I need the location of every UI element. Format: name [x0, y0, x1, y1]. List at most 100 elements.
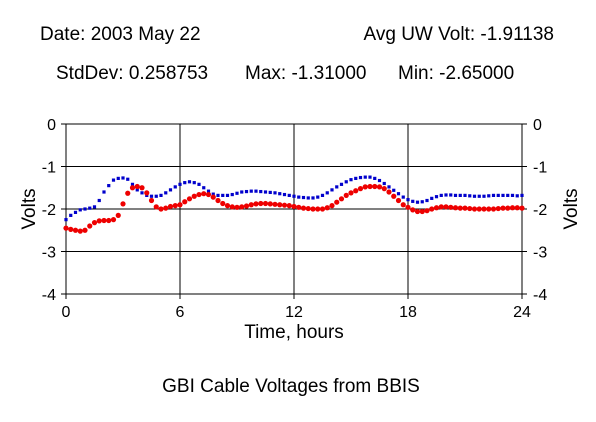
data-point-blue — [349, 178, 353, 182]
data-point-red — [148, 197, 155, 204]
data-point-blue — [520, 193, 524, 197]
data-point-blue — [135, 188, 139, 192]
data-point-red — [96, 218, 102, 224]
y-tick-label-left: -3 — [42, 245, 56, 262]
data-point-red — [120, 201, 126, 207]
data-point-red — [319, 206, 326, 212]
data-point-red — [305, 205, 311, 212]
data-point-red — [129, 185, 136, 191]
data-point-blue — [216, 193, 220, 197]
data-point-blue — [316, 195, 320, 199]
data-point-blue — [491, 193, 496, 197]
data-point-blue — [164, 191, 168, 195]
data-point-red — [386, 189, 392, 195]
data-point-red — [87, 223, 93, 229]
series-red — [63, 183, 525, 234]
data-point-blue — [363, 175, 367, 179]
data-point-blue — [301, 195, 306, 200]
data-point-red — [391, 193, 397, 199]
data-point-blue — [78, 208, 82, 212]
data-point-blue — [420, 200, 424, 204]
data-point-blue — [453, 193, 458, 197]
data-point-blue — [116, 176, 120, 180]
data-point-blue — [434, 195, 439, 199]
data-point-red — [481, 206, 487, 212]
data-point-blue — [173, 185, 177, 189]
data-point-blue — [311, 196, 315, 200]
data-point-blue — [444, 193, 448, 197]
x-tick-label: 24 — [513, 304, 531, 321]
data-point-blue — [506, 193, 510, 197]
data-point-blue — [377, 178, 382, 183]
data-point-blue — [411, 199, 415, 203]
data-point-blue — [415, 200, 420, 204]
data-point-red — [281, 202, 288, 208]
y-tick-label-left: -4 — [42, 287, 56, 304]
data-point-blue — [401, 195, 405, 199]
chart-title: GBI Cable Voltages from BBIS — [162, 376, 420, 397]
y-tick-label-right: -4 — [533, 287, 547, 304]
data-point-red — [315, 206, 321, 212]
y-tick-label-right: -1 — [533, 160, 547, 177]
x-tick-label: 12 — [285, 304, 303, 321]
data-point-red — [500, 205, 506, 211]
data-point-red — [153, 204, 159, 210]
data-point-red — [139, 185, 145, 191]
data-point-red — [296, 204, 302, 210]
data-point-blue — [501, 193, 505, 197]
data-point-red — [262, 200, 269, 207]
data-point-red — [72, 227, 79, 233]
data-point-blue — [259, 189, 263, 194]
data-point-red — [334, 199, 340, 205]
data-point-red — [201, 191, 207, 197]
data-point-blue — [396, 192, 401, 196]
data-point-red — [400, 202, 406, 208]
data-point-blue — [263, 190, 268, 194]
data-point-blue — [197, 182, 201, 186]
data-point-blue — [69, 213, 73, 217]
data-point-red — [452, 205, 459, 211]
data-point-red — [433, 205, 440, 211]
data-point-red — [443, 204, 449, 210]
data-point-red — [77, 228, 83, 234]
data-point-red — [286, 203, 292, 209]
data-point-blue — [387, 185, 391, 189]
data-point-blue — [297, 195, 301, 199]
data-point-red — [448, 204, 454, 210]
y-tick-label-left: -1 — [42, 160, 56, 177]
data-point-red — [68, 226, 74, 232]
data-point-red — [177, 202, 183, 208]
data-point-blue — [472, 194, 477, 198]
data-point-red — [467, 205, 473, 212]
data-point-red — [300, 205, 307, 211]
data-point-blue — [463, 193, 467, 197]
data-point-blue — [97, 198, 101, 203]
data-point-blue — [477, 194, 481, 198]
data-point-red — [343, 192, 349, 198]
data-point-red — [348, 190, 354, 196]
data-point-blue — [149, 194, 154, 198]
data-point-blue — [325, 191, 329, 195]
data-point-blue — [273, 191, 277, 195]
data-point-red — [419, 208, 425, 215]
x-tick-label: 18 — [399, 304, 417, 321]
data-point-red — [272, 201, 278, 207]
data-point-blue — [268, 190, 272, 195]
data-point-blue — [187, 180, 192, 184]
data-point-red — [248, 202, 254, 208]
data-point-red — [224, 203, 231, 209]
data-point-blue — [510, 193, 515, 197]
series-blue — [64, 175, 524, 222]
x-tick-label: 0 — [62, 304, 71, 321]
x-tick-label: 6 — [176, 304, 185, 321]
data-point-red — [495, 205, 501, 212]
data-point-blue — [73, 210, 78, 214]
data-point-blue — [235, 191, 239, 195]
data-point-blue — [107, 184, 111, 188]
data-point-blue — [487, 194, 491, 198]
data-point-red — [462, 205, 468, 211]
data-point-red — [405, 204, 411, 210]
data-point-red — [376, 184, 383, 190]
data-point-blue — [392, 188, 396, 192]
data-point-blue — [287, 193, 291, 197]
